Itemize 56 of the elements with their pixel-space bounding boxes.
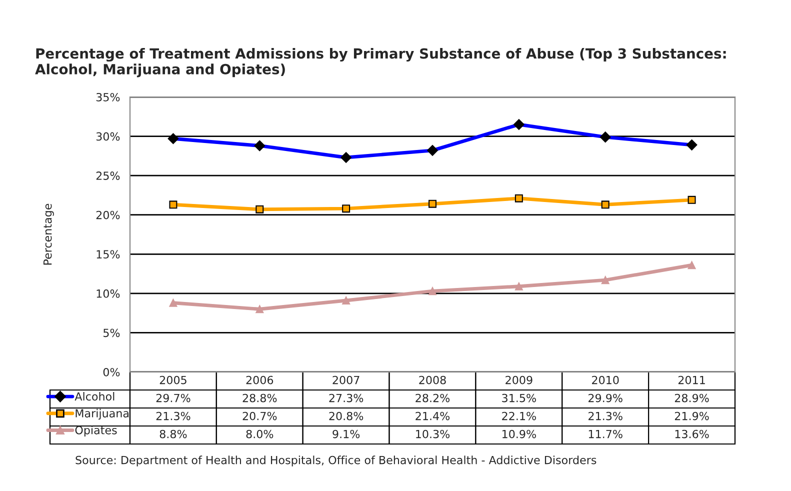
x-tick-label: 2007 bbox=[332, 376, 360, 384]
data-label: 9.1% bbox=[332, 430, 360, 438]
x-tick-label: 2009 bbox=[506, 376, 532, 384]
data-label: 8.8% bbox=[160, 430, 187, 438]
data-label: 22.1% bbox=[502, 412, 536, 420]
data-label: 21.4% bbox=[416, 412, 450, 420]
point bbox=[428, 287, 436, 296]
point bbox=[256, 205, 264, 214]
y-tick-label: 25% bbox=[96, 172, 120, 180]
chart-title: Percentage of Treatment Admissions by Primary Substance of Abuse (Top 3 Substances: Alcohol, Marijuana and Opiates) bbox=[35, 48, 726, 78]
data-label: 31.5% bbox=[502, 394, 536, 402]
data-label: 28.2% bbox=[416, 394, 450, 402]
data-label: 29.9% bbox=[588, 394, 622, 402]
point bbox=[601, 276, 610, 284]
point bbox=[688, 261, 696, 270]
legend-label: Alcohol bbox=[74, 392, 114, 401]
data-label: 21.3% bbox=[156, 412, 190, 420]
point bbox=[514, 282, 523, 290]
point bbox=[342, 296, 350, 304]
data-label: 11.7% bbox=[588, 430, 622, 438]
y-axis-title: Percentage bbox=[44, 204, 54, 265]
data-label: 21.9% bbox=[674, 412, 709, 420]
y-tick-label: 10% bbox=[96, 289, 120, 298]
legend-label: Marijuana bbox=[76, 408, 128, 420]
point bbox=[256, 305, 264, 314]
data-label: 28.9% bbox=[674, 394, 709, 402]
data-label: 13.6% bbox=[675, 430, 709, 438]
point bbox=[601, 200, 610, 209]
data-label: 27.3% bbox=[329, 394, 364, 402]
point bbox=[169, 298, 178, 307]
data-label: 10.9% bbox=[502, 430, 536, 438]
x-tick-label: 2005 bbox=[160, 376, 186, 384]
source-note: Source: Department of Health and Hospitals, Office of Behavioral Health - Addictive Disorders bbox=[76, 456, 596, 466]
y-tick-label: 30% bbox=[96, 132, 120, 141]
data-label: 20.8% bbox=[329, 412, 364, 420]
x-tick-label: 2006 bbox=[246, 376, 274, 384]
y-tick-label: 15% bbox=[96, 250, 120, 259]
data-label: 10.3% bbox=[416, 430, 450, 438]
point bbox=[514, 194, 523, 202]
data-label: 20.7% bbox=[242, 412, 277, 420]
y-tick-label: 35% bbox=[96, 92, 120, 102]
data-label: 29.7% bbox=[156, 394, 190, 402]
data-label: 21.3% bbox=[588, 412, 622, 420]
point bbox=[688, 196, 696, 204]
point bbox=[342, 204, 350, 213]
point bbox=[428, 200, 436, 208]
y-tick-label: 20% bbox=[96, 210, 120, 220]
data-label: 28.8% bbox=[242, 394, 277, 402]
x-tick-label: 2011 bbox=[678, 376, 705, 384]
legend-label: Opiates bbox=[75, 426, 117, 436]
x-tick-label: 2008 bbox=[419, 376, 446, 384]
x-tick-label: 2010 bbox=[592, 376, 619, 384]
y-tick-label: 0% bbox=[103, 368, 120, 376]
y-tick-label: 5% bbox=[104, 328, 120, 338]
data-label: 8.0% bbox=[246, 430, 274, 438]
point bbox=[169, 200, 178, 209]
